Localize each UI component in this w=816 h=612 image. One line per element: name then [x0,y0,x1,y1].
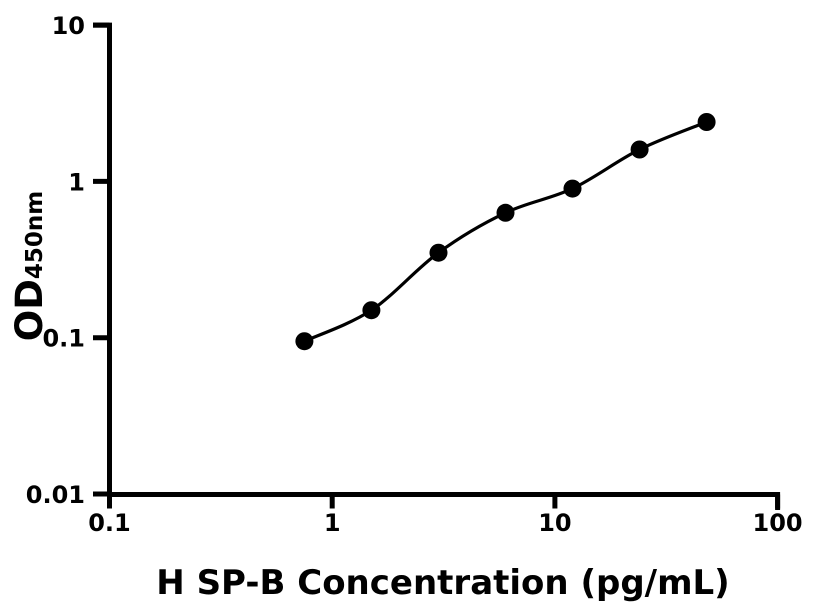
axis-spines [93,22,781,510]
y-axis-title-main: OD [8,279,51,341]
y-tick-label: 0.01 [26,481,85,509]
x-tick-label: 100 [753,509,803,537]
x-tick-label: 1 [324,509,341,537]
axes [93,22,781,510]
data-point [429,243,448,262]
data-points [295,113,716,351]
x-tick-label: 0.1 [88,509,131,537]
data-point [563,179,582,198]
data-point [295,332,314,351]
data-point [496,203,515,222]
y-tick-label: 0.1 [42,325,85,353]
data-point [697,113,716,131]
y-tick-label: 10 [52,12,85,40]
y-tick-label: 1 [68,168,85,196]
data-point [630,140,649,159]
y-axis-title-subscript: 450nm [22,191,48,279]
x-tick-label: 10 [538,509,571,537]
x-axis-title: H SP-B Concentration (pg/mL) [156,563,729,603]
data-point [362,301,381,320]
y-axis-title: OD450nm [8,191,51,342]
